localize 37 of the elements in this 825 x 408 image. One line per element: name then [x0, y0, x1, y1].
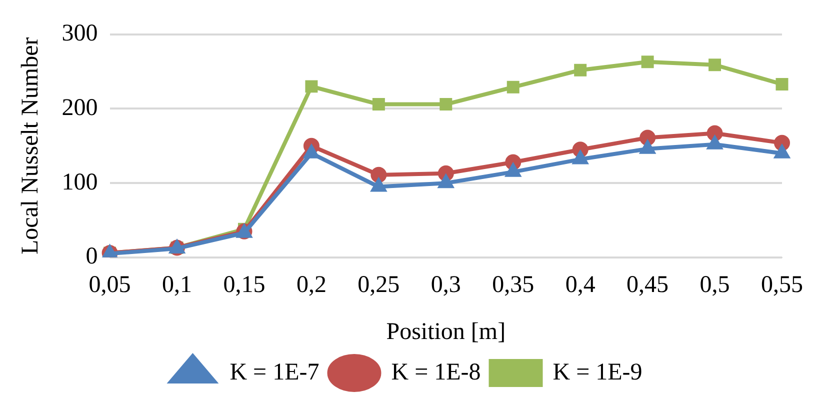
x-tick-label: 0,15	[223, 272, 266, 298]
point	[573, 151, 588, 164]
y-axis-title: Local Nusselt Number	[18, 37, 44, 255]
point	[438, 175, 454, 188]
point	[305, 80, 318, 93]
point	[370, 166, 387, 183]
point	[776, 78, 788, 90]
point	[372, 98, 385, 111]
x-tick-label: 0,45	[626, 272, 669, 298]
point	[774, 145, 790, 158]
x-tick-label: 0,2	[296, 272, 326, 298]
legend-label: K = 1E-7	[230, 359, 320, 386]
legend-label: K = 1E-8	[391, 359, 481, 386]
x-tick-label: 0,05	[88, 272, 131, 298]
point	[371, 178, 386, 192]
point	[506, 80, 520, 94]
x-tick-label: 0,1	[162, 272, 192, 298]
x-tick-label: 0,3	[430, 272, 461, 298]
point	[708, 136, 722, 150]
point	[440, 98, 452, 111]
y-tick-label: 300	[62, 20, 98, 47]
point	[574, 64, 587, 76]
point	[708, 58, 722, 72]
x-tick-label: 0,55	[761, 272, 803, 298]
y-tick-label: 0	[86, 244, 98, 270]
y-tick-label: 200	[62, 95, 98, 122]
x-tick-label: 0,35	[492, 272, 534, 298]
x-tick-label: 0,5	[700, 272, 730, 298]
point	[304, 145, 319, 158]
legend-label: K = 1E-9	[552, 359, 642, 386]
y-tick-label: 100	[62, 169, 98, 196]
point	[640, 140, 655, 154]
x-tick-label: 0,25	[358, 272, 400, 298]
x-axis-title: Position [m]	[386, 318, 506, 345]
point	[641, 56, 654, 68]
x-tick-label: 0,4	[565, 272, 596, 298]
point	[506, 164, 520, 177]
